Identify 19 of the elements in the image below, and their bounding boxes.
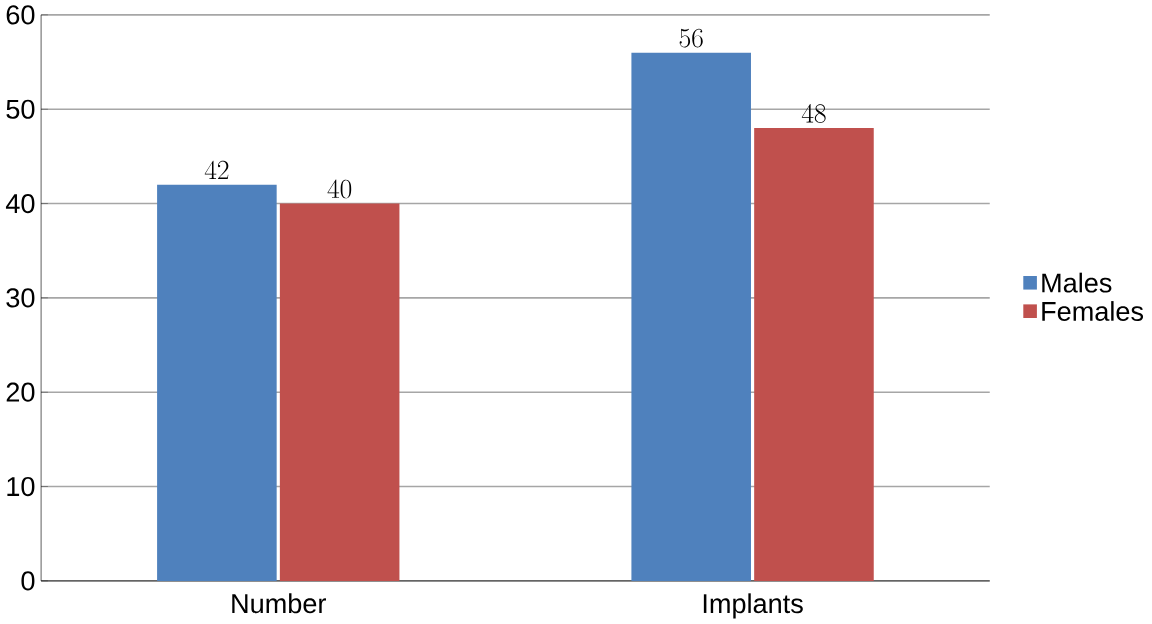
y-tick-label: 0 xyxy=(21,571,35,591)
data-label: 40 xyxy=(327,179,352,199)
x-tick-label: Number xyxy=(232,593,326,614)
x-tick-label: Implants xyxy=(703,593,803,619)
data-label: 56 xyxy=(679,28,703,48)
y-tick-label: 10 xyxy=(7,477,35,497)
y-tick-label: 60 xyxy=(6,5,35,25)
data-label: 48 xyxy=(801,104,826,123)
y-tick-label: 40 xyxy=(5,194,35,214)
bar xyxy=(157,184,277,581)
bar xyxy=(279,203,400,581)
data-label: 42 xyxy=(204,160,229,180)
y-tick-label: 20 xyxy=(6,382,35,402)
y-tick-label: 50 xyxy=(6,99,35,119)
bar xyxy=(631,52,751,581)
bar xyxy=(754,128,874,581)
y-tick-label: 30 xyxy=(6,288,35,308)
legend-label: Males xyxy=(1042,272,1112,293)
legend-label: Females xyxy=(1042,301,1144,322)
